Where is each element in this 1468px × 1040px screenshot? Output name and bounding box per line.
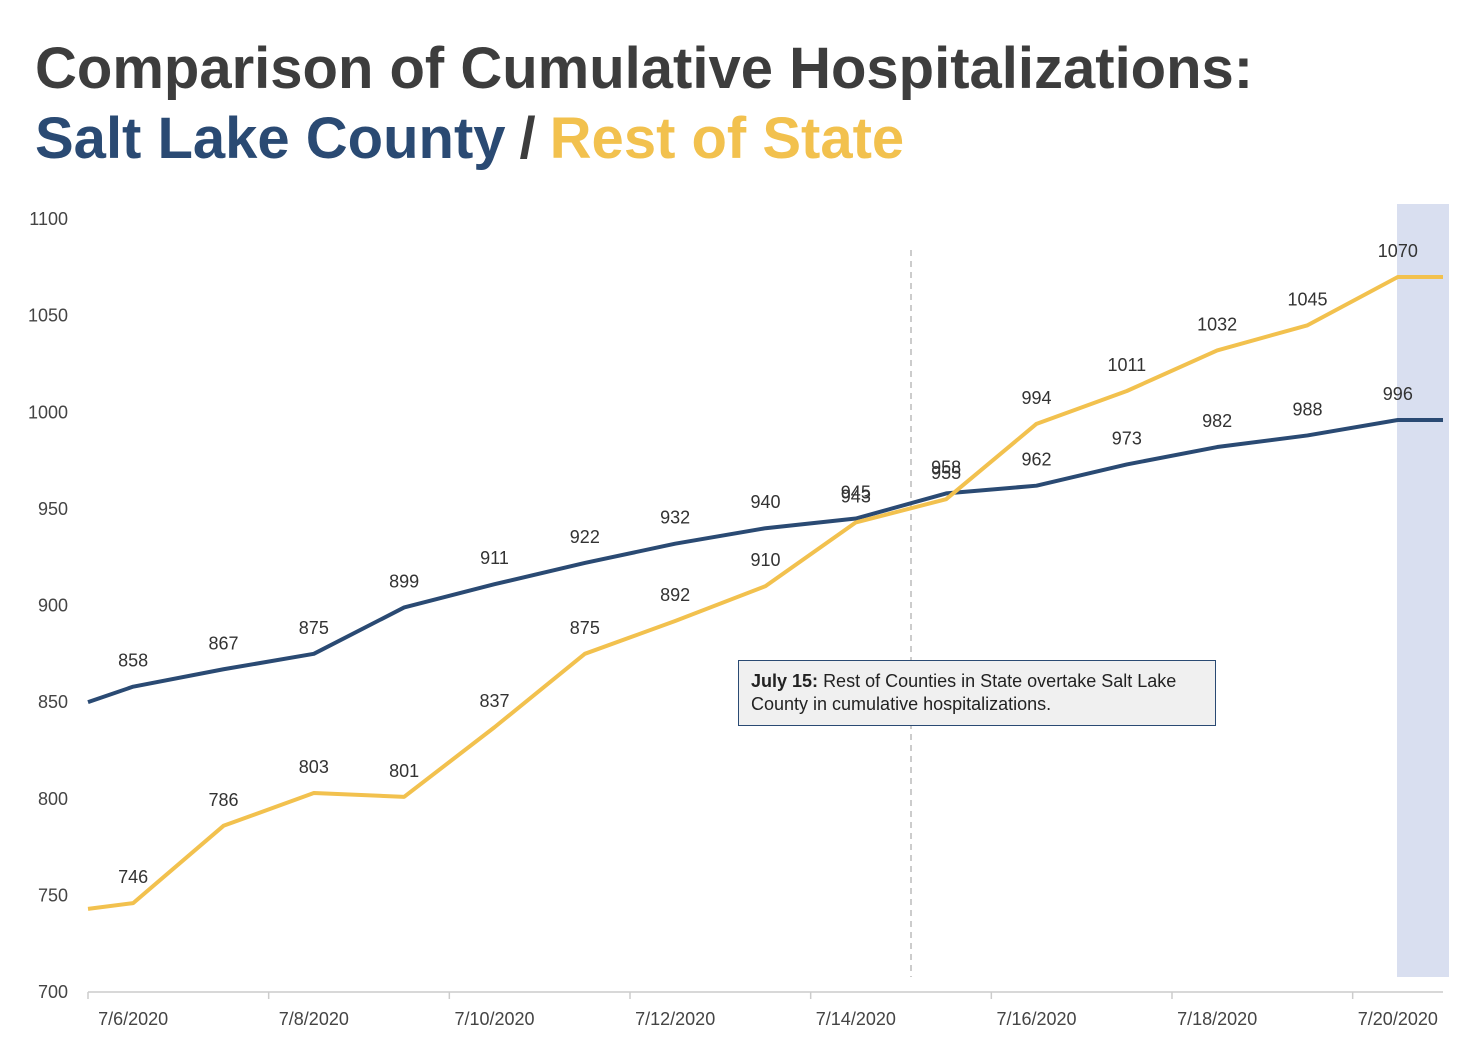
title-separator: / <box>520 106 536 171</box>
annotation: July 15: Rest of Counties in State overt… <box>738 660 1216 726</box>
x-tick-label: 7/12/2020 <box>635 1009 715 1029</box>
annotation-text: Rest of Counties in State overtake Salt … <box>751 671 1177 714</box>
data-label: 786 <box>208 790 238 810</box>
y-tick-label: 700 <box>38 982 68 1002</box>
y-tick-label: 1000 <box>28 402 68 422</box>
y-tick-label: 800 <box>38 789 68 809</box>
y-tick-label: 1050 <box>28 306 68 326</box>
data-label: 1032 <box>1197 314 1237 334</box>
data-label: 803 <box>299 757 329 777</box>
data-label: 982 <box>1202 411 1232 431</box>
x-tick-label: 7/8/2020 <box>279 1009 349 1029</box>
data-label: 943 <box>841 486 871 506</box>
data-label: 910 <box>750 550 780 570</box>
data-label: 892 <box>660 585 690 605</box>
data-label: 932 <box>660 508 690 528</box>
y-tick-label: 950 <box>38 499 68 519</box>
data-label: 1070 <box>1378 241 1418 261</box>
data-label: 945 <box>841 483 871 503</box>
data-label: 899 <box>389 571 419 591</box>
series-line <box>87 417 1443 705</box>
data-label: 988 <box>1292 399 1322 419</box>
data-label: 973 <box>1112 428 1142 448</box>
y-tick-label: 750 <box>38 885 68 905</box>
legend-entry: Salt Lake County <box>35 106 506 171</box>
legend-entry: Rest of State <box>550 106 905 171</box>
data-label: 996 <box>1383 384 1413 404</box>
data-label: 911 <box>480 548 509 568</box>
highlight-band <box>1397 204 1449 977</box>
data-label: 1011 <box>1107 355 1146 375</box>
data-label: 922 <box>570 527 600 547</box>
data-label: 867 <box>208 633 238 653</box>
data-label: 994 <box>1021 388 1051 408</box>
chart-subtitle: Salt Lake County / Rest of State <box>35 106 904 171</box>
data-label: 955 <box>931 463 961 483</box>
data-label: 858 <box>118 651 148 671</box>
data-label: 875 <box>299 618 329 638</box>
x-tick-label: 7/16/2020 <box>996 1009 1076 1029</box>
y-tick-label: 850 <box>38 692 68 712</box>
data-label: 1045 <box>1287 289 1327 309</box>
chart-title: Comparison of Cumulative Hospitalization… <box>35 36 1253 101</box>
x-tick-label: 7/6/2020 <box>98 1009 168 1029</box>
data-label: 962 <box>1021 450 1051 470</box>
y-tick-label: 900 <box>38 596 68 616</box>
x-tick-label: 7/20/2020 <box>1358 1009 1438 1029</box>
data-label: 837 <box>479 691 509 711</box>
x-tick-label: 7/14/2020 <box>816 1009 896 1029</box>
data-label: 958 <box>931 457 961 477</box>
data-label: 746 <box>118 867 148 887</box>
series-line <box>87 274 1443 911</box>
x-tick-label: 7/10/2020 <box>454 1009 534 1029</box>
data-label: 801 <box>389 761 419 781</box>
data-label: 940 <box>750 492 780 512</box>
annotation-label: July 15: <box>751 671 819 691</box>
data-label: 875 <box>570 618 600 638</box>
x-tick-label: 7/18/2020 <box>1177 1009 1257 1029</box>
y-tick-label: 1100 <box>29 209 68 229</box>
